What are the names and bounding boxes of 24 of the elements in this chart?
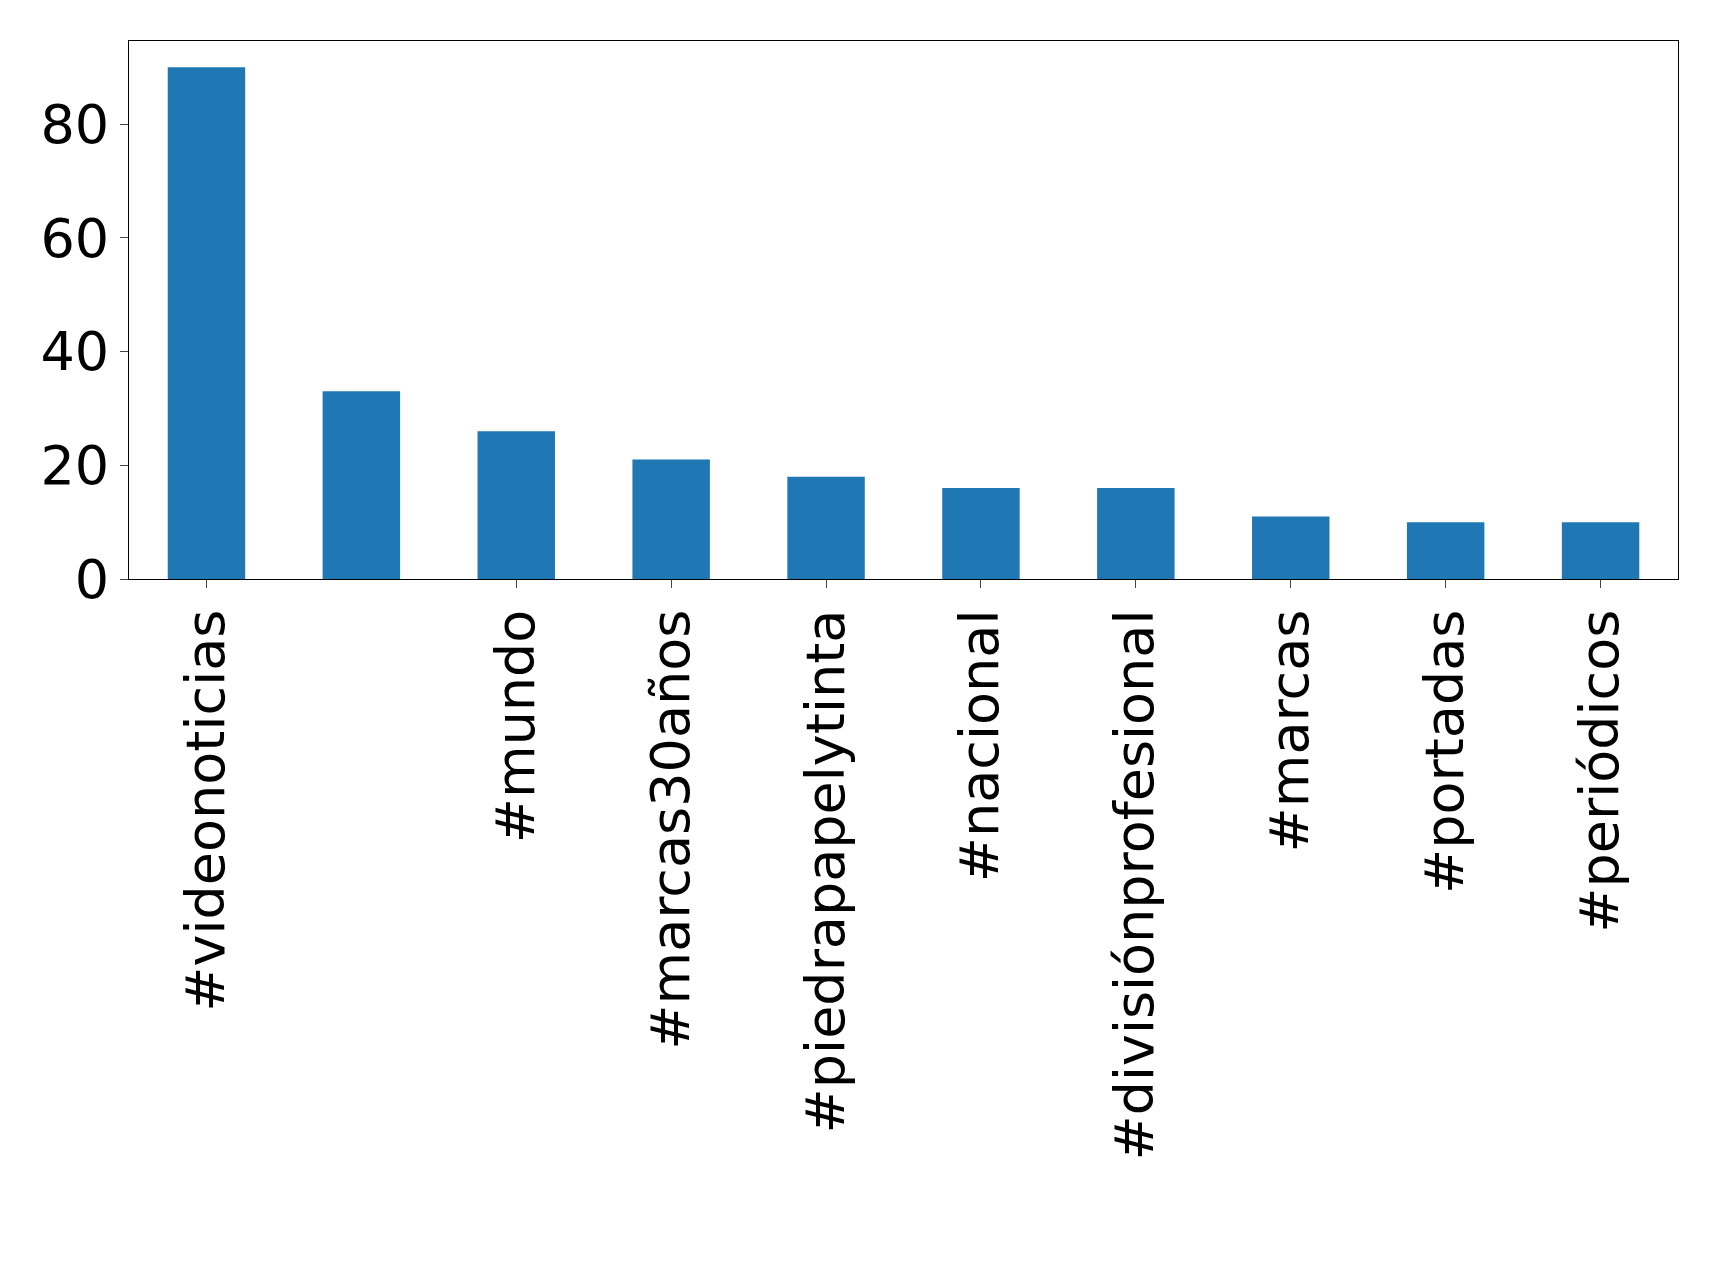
- bar: [167, 67, 246, 579]
- bar: [477, 431, 555, 579]
- bar: [632, 459, 710, 579]
- y-tick-label: 40: [40, 320, 110, 384]
- y-tick-label: 0: [74, 547, 110, 611]
- bar: [1561, 522, 1640, 579]
- x-tick-label: #nacional: [948, 609, 1012, 883]
- x-tick-label: #marcas30años: [638, 609, 702, 1050]
- x-tick-label: #periódicos: [1568, 609, 1632, 933]
- bar: [787, 476, 865, 579]
- x-tick-label: #piedrapapelytinta: [793, 609, 857, 1134]
- y-tick-label: 20: [40, 434, 110, 498]
- x-tick-label: #marcas: [1258, 609, 1322, 853]
- x-tick-label: #videonoticias: [174, 609, 237, 1012]
- bar: [1252, 516, 1330, 579]
- y-tick-label: 60: [40, 206, 110, 270]
- y-tick-label: 80: [40, 92, 110, 156]
- bar: [322, 391, 401, 579]
- bar: [1406, 522, 1485, 579]
- x-tick-label: #mundo: [483, 609, 547, 844]
- bar: [942, 488, 1020, 579]
- x-tick-label: #divisiónprofesional: [1103, 609, 1167, 1161]
- x-tick-label: #portadas: [1413, 609, 1477, 895]
- bar: [1097, 488, 1175, 579]
